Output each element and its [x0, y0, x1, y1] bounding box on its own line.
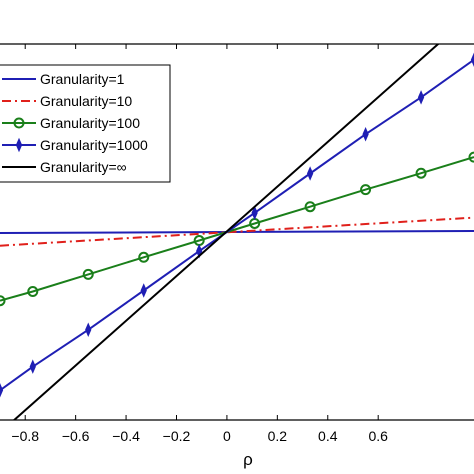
x-tick-label: −0.4 — [112, 428, 140, 444]
legend-label: Granularity=1000 — [40, 137, 148, 153]
diamond-marker-legend-4 — [15, 137, 23, 153]
diamond-marker-4-1 — [0, 383, 4, 398]
x-tick-label: 0 — [223, 428, 231, 444]
x-tick-label: −0.8 — [11, 428, 39, 444]
legend-label: Granularity=1 — [40, 71, 125, 87]
x-tick-label: −0.6 — [62, 428, 90, 444]
diamond-marker-4-3 — [85, 322, 92, 338]
x-tick-label: 0.2 — [268, 428, 288, 444]
x-axis-label: ρ — [243, 450, 253, 469]
diamond-marker-4-8 — [362, 126, 369, 142]
diamond-marker-4-4 — [140, 283, 147, 298]
axes-layer: −0.8 −0.6 −0.4 −0.2 0 0.2 0.4 0.6 — [0, 43, 474, 444]
series-layer — [0, 44, 474, 420]
diamond-marker-4-10 — [470, 52, 474, 67]
circle-marker-3-8 — [360, 184, 372, 196]
legend: Granularity=1 Granularity=10 Granularity=1… — [0, 64, 171, 183]
diamond-marker-4-9 — [417, 90, 425, 105]
circle-marker-3-9 — [415, 167, 427, 179]
diamond-marker-4-2 — [29, 359, 36, 374]
circle-marker-3-4 — [138, 251, 150, 263]
circle-marker-legend-3 — [13, 117, 25, 129]
circle-marker-3-2 — [27, 285, 39, 297]
x-tick-label: 0.6 — [368, 428, 388, 444]
circle-marker-3-7 — [304, 201, 316, 213]
legend-label: Granularity=100 — [40, 115, 140, 131]
series-line-5 — [12, 44, 440, 420]
x-tick-label: −0.2 — [163, 428, 191, 444]
legend-label: Granularity=∞ — [40, 159, 127, 175]
diamond-marker-4-7 — [306, 166, 314, 181]
legend-label: Granularity=10 — [40, 93, 132, 109]
diamond-marker-4-6 — [251, 205, 258, 221]
series-line-1 — [0, 230, 474, 234]
series-line-2 — [0, 216, 474, 247]
circle-marker-3-1 — [0, 295, 6, 307]
circle-marker-3-3 — [82, 268, 94, 280]
circle-marker-3-10 — [468, 151, 474, 163]
x-tick-label: 0.4 — [318, 428, 338, 444]
